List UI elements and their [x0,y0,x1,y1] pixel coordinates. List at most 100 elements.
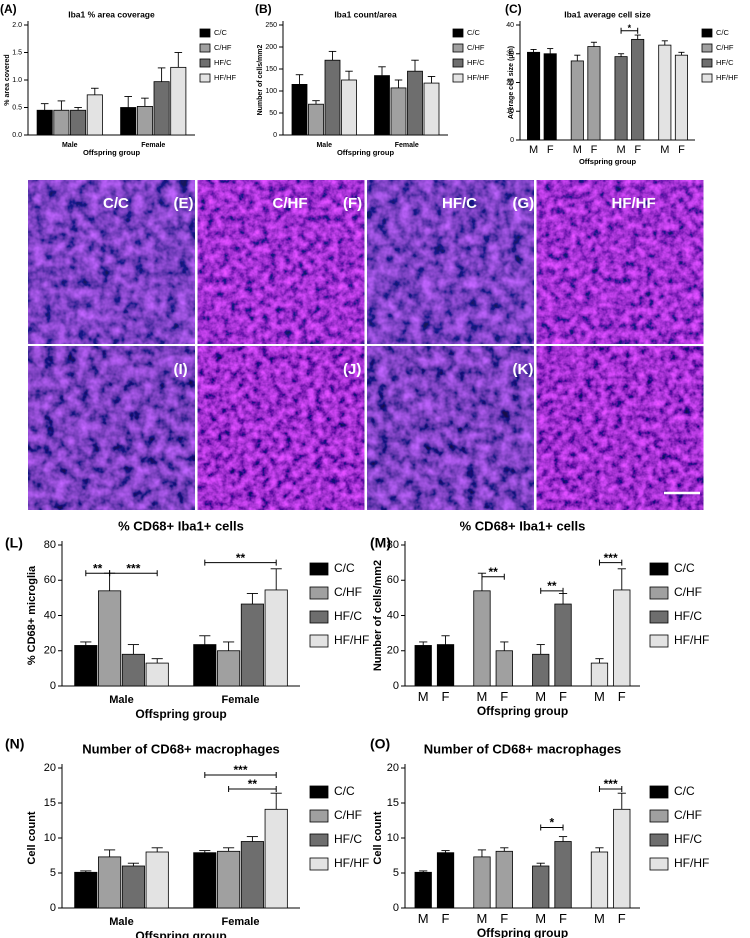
legend-label: C/HF [214,43,232,52]
significance-label: ** [488,565,498,579]
y-tick-label: 20 [506,79,514,86]
y-tick-label: 40 [506,22,514,29]
panel-label: (M) [370,535,391,551]
y-tick-label: 1.5 [12,49,22,56]
y-tick-label: 1.0 [12,77,22,84]
bar [170,66,187,136]
legend-label: HF/C [716,58,734,67]
y-tick-label: 0 [393,680,399,692]
image-group-label: C/HF [273,195,308,212]
significance-label: *** [126,561,140,575]
y-tick-label: 40 [44,609,56,621]
x-tick-label: M [594,911,605,926]
y-tick-label: 5 [50,867,56,879]
x-tick-label: F [678,144,685,156]
legend-label: HF/C [214,58,232,67]
bar [436,644,455,687]
y-tick-label: 2.0 [12,22,22,29]
error-bar [419,641,428,646]
error-bar [246,593,258,605]
bar [414,871,432,909]
chart-title: Number of CD68+ macrophages [82,741,280,756]
error-bar [441,635,450,645]
x-tick-label: M [418,911,429,926]
legend-swatch [649,857,669,871]
legend-label: C/HF [674,585,702,599]
y-tick-label: 0.0 [12,132,22,139]
bar [473,856,491,909]
bar [570,60,584,141]
x-tick-label: Male [62,142,78,149]
bar [341,79,357,136]
y-tick-label: 0.5 [12,104,22,111]
legend-label: HF/HF [674,856,709,870]
bar [473,590,491,687]
x-tick-label: F [634,144,641,156]
significance-label: ** [547,579,557,593]
chart-title: Iba1 count/area [334,9,397,19]
micrograph [367,180,534,344]
legend-label: C/C [334,561,355,575]
x-tick-label: F [618,689,626,704]
bar [554,603,572,687]
micrograph [536,180,704,344]
error-bar [270,568,282,590]
bar [136,106,153,136]
y-tick-label: 20 [44,645,56,657]
error-bar [634,34,641,40]
y-tick-label: 15 [44,797,56,809]
legend-swatch [649,586,669,600]
error-bar [223,847,235,852]
error-bar [157,67,166,82]
image-group-label: C/C [103,195,129,212]
y-tick-label: 10 [506,108,514,115]
error-bar [151,658,163,664]
x-tick-label: M [477,911,488,926]
x-tick-label: M [418,689,429,704]
panel-label: (D) [4,195,25,212]
legend-label: C/HF [467,43,485,52]
significance-label: *** [604,777,618,791]
bar [74,871,98,909]
error-bar [124,96,132,108]
legend-swatch [649,809,669,823]
x-tick-label: F [500,689,508,704]
panel-label: (L) [5,535,23,551]
y-tick-label: 60 [387,574,399,586]
y-tick-label: 50 [269,110,277,117]
error-bar [104,849,116,857]
chart-title: % CD68+ Iba1+ cells [118,518,244,533]
error-bar [617,568,626,590]
error-bar [312,100,320,105]
legend-label: HF/HF [334,856,369,870]
x-axis-label: Offspring group [477,926,568,938]
error-bar [595,847,604,852]
bar [240,841,264,909]
error-bar [500,641,509,651]
y-tick-label: 15 [387,797,399,809]
y-axis-label: Cell count [26,811,38,865]
error-bar [590,41,597,47]
legend-swatch [452,28,464,38]
x-tick-label: M [573,144,582,156]
error-bar [558,593,568,605]
legend-swatch [452,58,464,68]
legend-swatch [199,58,211,68]
x-tick-label: Female [141,142,165,149]
legend-label: C/C [674,784,695,798]
bar [554,841,572,909]
y-axis-label: Cell count [372,811,384,865]
legend-label: HF/C [334,832,362,846]
x-tick-label: F [618,911,626,926]
y-tick-label: 5 [393,867,399,879]
legend-swatch [452,73,464,83]
bar [495,850,513,909]
bar [374,75,390,136]
y-tick-label: 0 [50,902,56,914]
x-tick-label: Male [109,916,133,928]
legend-swatch [701,28,713,38]
panel-label: (E) [174,195,194,212]
x-tick-label: F [591,144,598,156]
bar [587,46,601,141]
legend-swatch [649,833,669,847]
